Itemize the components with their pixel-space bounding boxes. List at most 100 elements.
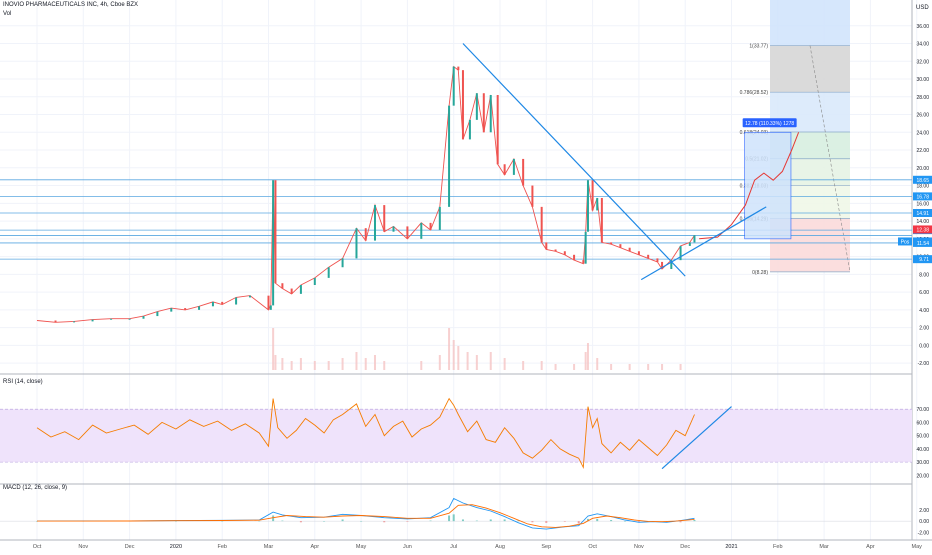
- price-axis-tick: 30.00: [916, 77, 929, 83]
- price-axis-tick: -2.00: [918, 361, 930, 367]
- price-candle: [670, 260, 673, 270]
- time-axis-label: Mar: [819, 544, 829, 550]
- price-candle: [248, 295, 251, 298]
- price-candle: [290, 288, 293, 294]
- macd-histogram-bar: [577, 521, 580, 524]
- price-level-label-bg: [913, 238, 932, 247]
- price-axis-tick: 34.00: [916, 42, 929, 48]
- macd-signal-line: [37, 504, 695, 528]
- time-axis-label: Oct: [33, 544, 42, 550]
- price-candle: [54, 320, 57, 323]
- fib-level-label: 1(33.77): [749, 44, 768, 50]
- price-level-label-bg: [913, 225, 932, 234]
- price-candle: [452, 66, 455, 106]
- macd-line: [36, 497, 695, 530]
- price-candle: [688, 242, 691, 246]
- price-candle: [584, 231, 587, 264]
- price-axis[interactable]: 36.00 34.00 32.00 30.00 28.00 26.00 24.00 22.00…: [898, 24, 932, 537]
- chart-symbol-title: INOVIO PHARMACEUTICALS INC, 4h, Cboe BZX: [3, 2, 139, 8]
- macd-histogram-bar: [323, 521, 326, 522]
- macd-histogram-bar: [174, 521, 177, 522]
- price-candle: [596, 197, 599, 211]
- price-axis-tick: 4.00: [919, 308, 929, 314]
- price-candle: [373, 205, 376, 241]
- macd-histogram-bar: [563, 521, 566, 522]
- price-level-label: 16.78: [916, 194, 929, 200]
- price-axis-tick: 26.00: [916, 113, 929, 119]
- price-candle: [586, 180, 589, 232]
- time-axis-label: Nov: [634, 544, 644, 550]
- descending-trendline: [462, 43, 686, 277]
- horizontal-levels[interactable]: 12.78 (110.33%) 1278: [0, 118, 912, 260]
- price-axis-tick: 0.00: [919, 343, 929, 349]
- time-axis-label: Apr: [866, 544, 875, 550]
- volume-bar: [596, 358, 599, 370]
- time-axis-label: Jul: [450, 544, 457, 550]
- price-candle: [482, 93, 485, 133]
- volume-bar: [355, 352, 358, 370]
- time-axis-label: May: [912, 544, 923, 550]
- time-axis-label: Nov: [78, 544, 88, 550]
- price-candle: [545, 242, 548, 250]
- macd-histogram-bar: [503, 519, 506, 522]
- macd-histogram-bar: [429, 520, 432, 522]
- rsi-axis-tick: 20.00: [916, 473, 929, 479]
- macd-axis-tick: -2.00: [918, 530, 930, 536]
- price-candle: [184, 308, 187, 310]
- price-candle: [628, 247, 631, 252]
- macd-histogram-bar: [281, 520, 284, 522]
- price-candle: [693, 235, 696, 243]
- price-candle: [475, 93, 478, 120]
- target-range-label: 12.78 (110.33%) 1278: [745, 121, 794, 127]
- position-tag: Pos: [901, 239, 910, 245]
- price-level-label: 18.65: [916, 178, 929, 184]
- volume-bar: [383, 361, 386, 370]
- volume-bar: [341, 358, 344, 370]
- macd-histogram-bar: [624, 521, 627, 522]
- price-candle: [420, 222, 423, 239]
- price-candle: [522, 158, 525, 186]
- volume-bar: [364, 358, 367, 370]
- drawn-trendlines[interactable]: [462, 43, 767, 281]
- time-axis-label: Dec: [680, 544, 690, 550]
- price-candle: [457, 66, 460, 71]
- macd-histogram-bar: [610, 520, 613, 522]
- macd-histogram-bar: [586, 518, 589, 522]
- rsi-axis-tick: 50.00: [916, 434, 929, 440]
- volume-bar: [373, 355, 376, 370]
- rsi-band: [0, 409, 912, 463]
- time-axis-label: 2021: [725, 544, 737, 550]
- macd-histogram-bar: [531, 521, 534, 523]
- time-axis-label: Mar: [264, 544, 274, 550]
- price-candle: [221, 301, 224, 305]
- price-candle: [554, 249, 557, 252]
- volume-bar: [313, 361, 316, 370]
- price-candle: [656, 258, 659, 262]
- price-axis-tick: 32.00: [916, 59, 929, 65]
- price-axis-tick: 24.00: [916, 130, 929, 136]
- macd-histogram-bar: [272, 515, 275, 522]
- price-candle: [91, 319, 94, 322]
- time-axis-label: Feb: [773, 544, 782, 550]
- volume-bar: [647, 364, 650, 370]
- price-candle: [489, 95, 492, 133]
- price-axis-tick: 20.00: [916, 166, 929, 172]
- macd-histogram-bar: [637, 521, 640, 522]
- price-candle: [406, 226, 409, 239]
- volume-bar: [281, 358, 284, 370]
- time-axis-label: Aug: [495, 544, 505, 550]
- price-candle: [313, 277, 316, 285]
- volume-bar: [299, 358, 302, 370]
- time-axis[interactable]: Oct Nov Dec 2020 Feb Mar Apr May Jun Jul Aug Sep Oct…: [33, 544, 922, 550]
- price-candle: [563, 251, 566, 255]
- fib-level-label: 0.786(28.52): [740, 90, 769, 96]
- time-axis-label: Apr: [311, 544, 320, 550]
- volume-bar: [554, 364, 557, 370]
- rsi-axis-tick: 40.00: [916, 447, 929, 453]
- rsi-axis-tick: 30.00: [916, 460, 929, 466]
- rsi-title: RSI (14, close): [3, 379, 43, 385]
- volume-label: Vol: [3, 11, 12, 17]
- price-candle: [679, 245, 682, 261]
